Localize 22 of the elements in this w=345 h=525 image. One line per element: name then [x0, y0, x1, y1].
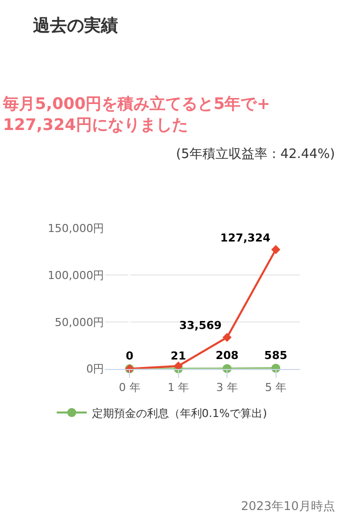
x-tick-label: 1 年	[168, 381, 190, 394]
x-tick-label: 0 年	[118, 381, 140, 394]
data-label: 208	[216, 349, 239, 362]
text: (5年積立収益率：42.44%)	[176, 146, 335, 162]
point	[271, 245, 280, 254]
data-label: 33,569	[179, 319, 222, 332]
y-tick-label: 50,000円	[54, 316, 104, 329]
x-tick-label: 3 年	[216, 381, 238, 394]
x-tick-label: 5 年	[265, 381, 287, 394]
data-label: 585	[264, 348, 288, 362]
chart-title: 過去の実績	[32, 16, 118, 36]
point	[222, 332, 232, 342]
y-tick-label: 150,000円	[48, 222, 104, 236]
y-tick-label: 0円	[86, 362, 104, 376]
chart-subtitle: 毎月5,000円を積み立てると5年で+127,324円になりました	[2, 94, 270, 134]
y-tick-label: 100,000円	[48, 269, 104, 282]
data-label: 0	[126, 349, 134, 362]
point	[174, 361, 183, 371]
text: 2023年10月時点	[241, 499, 335, 513]
legend-label: 定期預金の利息（年利0.1%で算出)	[92, 406, 267, 420]
data-label: 127,324	[220, 231, 271, 244]
data-label: 21	[170, 349, 186, 362]
